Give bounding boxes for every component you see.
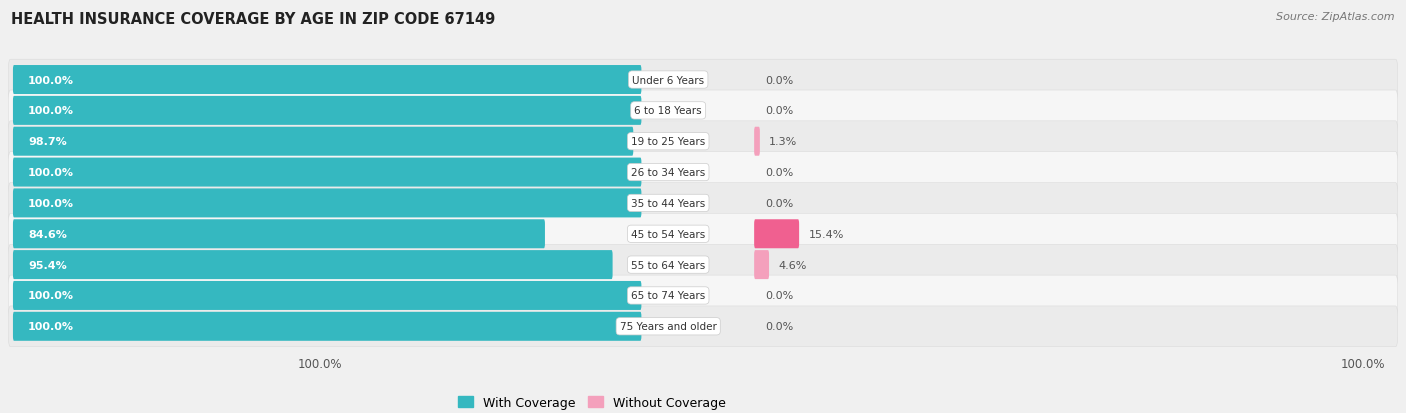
- FancyBboxPatch shape: [8, 275, 1398, 316]
- FancyBboxPatch shape: [13, 158, 641, 187]
- Text: 0.0%: 0.0%: [766, 106, 794, 116]
- Text: 65 to 74 Years: 65 to 74 Years: [631, 291, 706, 301]
- Text: 15.4%: 15.4%: [808, 229, 844, 239]
- Text: 100.0%: 100.0%: [28, 322, 75, 332]
- FancyBboxPatch shape: [754, 220, 799, 249]
- FancyBboxPatch shape: [8, 91, 1398, 131]
- Text: 100.0%: 100.0%: [28, 291, 75, 301]
- Legend: With Coverage, Without Coverage: With Coverage, Without Coverage: [453, 391, 731, 413]
- Text: 98.7%: 98.7%: [28, 137, 66, 147]
- Text: 35 to 44 Years: 35 to 44 Years: [631, 198, 706, 209]
- FancyBboxPatch shape: [13, 251, 613, 280]
- Text: 100.0%: 100.0%: [28, 75, 75, 85]
- Text: HEALTH INSURANCE COVERAGE BY AGE IN ZIP CODE 67149: HEALTH INSURANCE COVERAGE BY AGE IN ZIP …: [11, 12, 495, 27]
- Text: 84.6%: 84.6%: [28, 229, 66, 239]
- Text: 100.0%: 100.0%: [28, 198, 75, 209]
- FancyBboxPatch shape: [8, 214, 1398, 254]
- FancyBboxPatch shape: [13, 128, 633, 157]
- Text: 100.0%: 100.0%: [298, 357, 343, 370]
- Text: 95.4%: 95.4%: [28, 260, 66, 270]
- FancyBboxPatch shape: [13, 189, 641, 218]
- Text: 0.0%: 0.0%: [766, 198, 794, 209]
- Text: 1.3%: 1.3%: [769, 137, 797, 147]
- Text: 6 to 18 Years: 6 to 18 Years: [634, 106, 702, 116]
- FancyBboxPatch shape: [754, 251, 769, 280]
- FancyBboxPatch shape: [8, 244, 1398, 285]
- Text: 0.0%: 0.0%: [766, 75, 794, 85]
- Text: 55 to 64 Years: 55 to 64 Years: [631, 260, 706, 270]
- FancyBboxPatch shape: [8, 152, 1398, 193]
- FancyBboxPatch shape: [13, 281, 641, 310]
- FancyBboxPatch shape: [13, 312, 641, 341]
- FancyBboxPatch shape: [13, 97, 641, 126]
- Text: 4.6%: 4.6%: [779, 260, 807, 270]
- FancyBboxPatch shape: [754, 128, 759, 157]
- Text: 19 to 25 Years: 19 to 25 Years: [631, 137, 706, 147]
- Text: 45 to 54 Years: 45 to 54 Years: [631, 229, 706, 239]
- FancyBboxPatch shape: [8, 60, 1398, 101]
- Text: 100.0%: 100.0%: [28, 106, 75, 116]
- Text: 26 to 34 Years: 26 to 34 Years: [631, 168, 706, 178]
- FancyBboxPatch shape: [13, 220, 546, 249]
- Text: Under 6 Years: Under 6 Years: [633, 75, 704, 85]
- FancyBboxPatch shape: [13, 66, 641, 95]
- Text: 100.0%: 100.0%: [28, 168, 75, 178]
- Text: 0.0%: 0.0%: [766, 291, 794, 301]
- FancyBboxPatch shape: [8, 183, 1398, 224]
- Text: 75 Years and older: 75 Years and older: [620, 322, 717, 332]
- Text: 100.0%: 100.0%: [1340, 357, 1385, 370]
- FancyBboxPatch shape: [8, 306, 1398, 347]
- Text: Source: ZipAtlas.com: Source: ZipAtlas.com: [1277, 12, 1395, 22]
- Text: 0.0%: 0.0%: [766, 322, 794, 332]
- Text: 0.0%: 0.0%: [766, 168, 794, 178]
- FancyBboxPatch shape: [8, 121, 1398, 162]
